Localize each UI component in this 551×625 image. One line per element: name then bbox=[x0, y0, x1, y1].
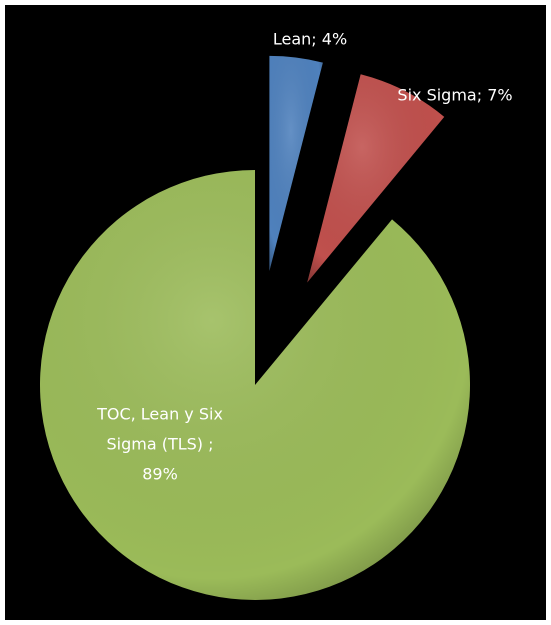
data-label: Lean; 4% bbox=[273, 30, 347, 49]
slice-shade bbox=[269, 55, 323, 271]
data-label: Sigma (TLS) ; bbox=[106, 435, 213, 454]
data-label: 89% bbox=[142, 465, 178, 484]
slice-shade bbox=[307, 74, 445, 283]
slice-shade bbox=[40, 170, 471, 601]
data-label: TOC, Lean y Six bbox=[96, 405, 223, 424]
data-label: Six Sigma; 7% bbox=[397, 86, 512, 105]
